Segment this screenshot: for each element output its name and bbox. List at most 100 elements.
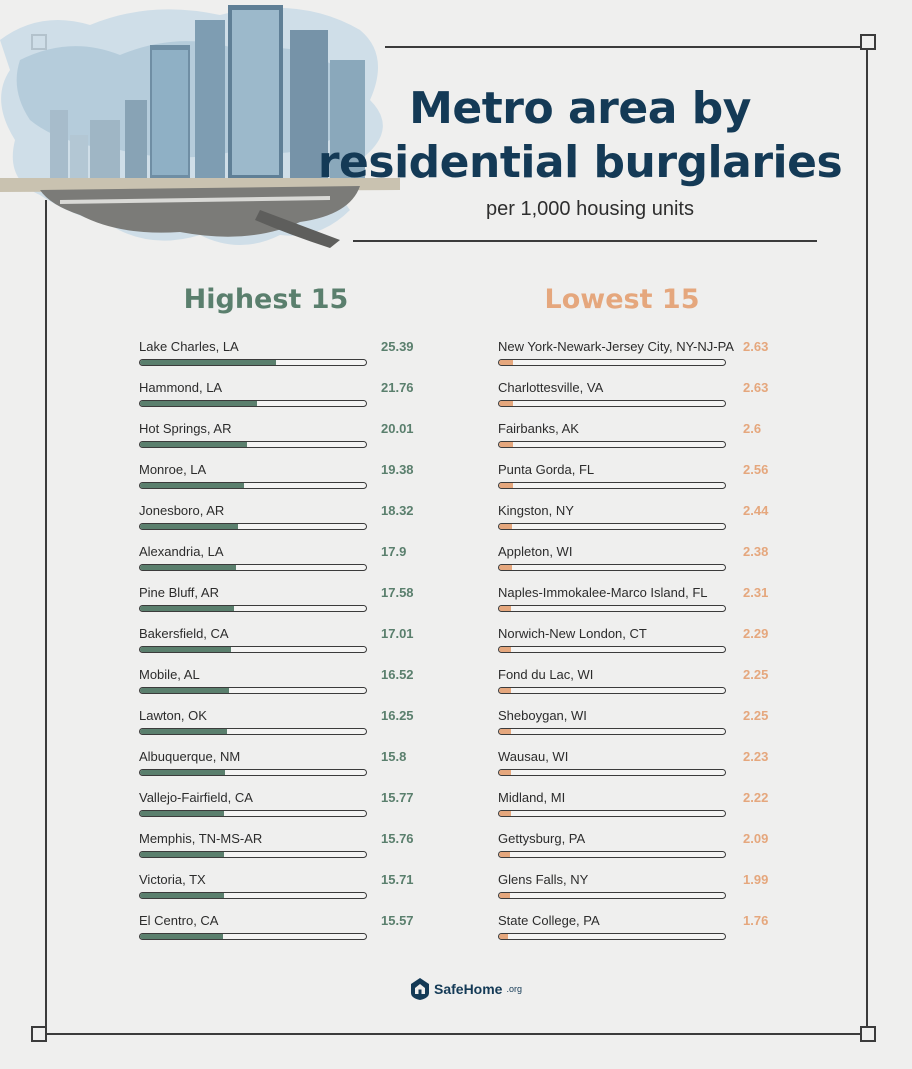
- lowest-row: Glens Falls, NY 1.99: [498, 872, 788, 912]
- lowest-value-label: 1.76: [743, 913, 769, 928]
- highest-bar-track: [139, 359, 367, 366]
- frame-corner-bottom-left: [31, 1026, 47, 1042]
- highest-value-label: 15.77: [381, 790, 414, 805]
- highest-bar-track: [139, 687, 367, 694]
- highest-bar-track: [139, 769, 367, 776]
- lowest-value-label: 2.63: [743, 380, 769, 395]
- lowest-metro-name: Punta Gorda, FL: [498, 462, 595, 477]
- highest-row: Monroe, LA 19.38: [139, 462, 429, 502]
- highest-bar: [140, 360, 277, 365]
- highest-metro-name: Alexandria, LA: [139, 544, 224, 559]
- lowest-row: Fond du Lac, WI 2.25: [498, 667, 788, 707]
- chart-title: Metro area by residential burglaries: [300, 82, 860, 190]
- lowest-bar: [499, 401, 514, 406]
- highest-row: Albuquerque, NM 15.8: [139, 749, 429, 789]
- lowest-metro-name: Norwich-New London, CT: [498, 626, 647, 641]
- logo-brand-text: SafeHome: [434, 981, 503, 997]
- highest-bar-track: [139, 605, 367, 612]
- lowest-row: Appleton, WI 2.38: [498, 544, 788, 584]
- highest-row: Mobile, AL 16.52: [139, 667, 429, 707]
- lowest-value-label: 2.6: [743, 421, 762, 436]
- highest-metro-name: Bakersfield, CA: [139, 626, 229, 641]
- lowest-metro-name: Wausau, WI: [498, 749, 569, 764]
- frame-corner-top-right: [860, 34, 876, 50]
- lowest-row: Sheboygan, WI 2.25: [498, 708, 788, 748]
- lowest-bar: [499, 606, 512, 611]
- lowest-value-label: 2.29: [743, 626, 769, 641]
- highest-row: El Centro, CA 15.57: [139, 913, 429, 953]
- lowest-column-heading: Lowest 15: [544, 284, 700, 315]
- highest-metro-name: Hammond, LA: [139, 380, 223, 395]
- highest-metro-name: Hot Springs, AR: [139, 421, 232, 436]
- highest-bar: [140, 729, 228, 734]
- highest-bar: [140, 852, 225, 857]
- lowest-bar: [499, 688, 512, 693]
- highest-metro-name: Jonesboro, AR: [139, 503, 225, 518]
- lowest-metro-name: Glens Falls, NY: [498, 872, 589, 887]
- frame-right-line: [866, 48, 868, 1026]
- highest-bar: [140, 770, 225, 775]
- lowest-metro-name: Charlottesville, VA: [498, 380, 604, 395]
- lowest-bar-track: [498, 359, 726, 366]
- lowest-bar: [499, 647, 512, 652]
- lowest-row: Naples-Immokalee-Marco Island, FL 2.31: [498, 585, 788, 625]
- lowest-bar: [499, 483, 513, 488]
- highest-bar: [140, 811, 225, 816]
- city-skyline-illustration: [0, 5, 400, 248]
- highest-metro-name: Mobile, AL: [139, 667, 200, 682]
- lowest-bar-track: [498, 523, 726, 530]
- lowest-metro-name: State College, PA: [498, 913, 600, 928]
- highest-bar: [140, 442, 248, 447]
- highest-row: Bakersfield, CA 17.01: [139, 626, 429, 666]
- highest-value-label: 17.9: [381, 544, 407, 559]
- highest-bar-track: [139, 523, 367, 530]
- lowest-bar: [499, 565, 512, 570]
- chart-subtitle: per 1,000 housing units: [486, 198, 694, 220]
- lowest-metro-name: Gettysburg, PA: [498, 831, 586, 846]
- highest-metro-name: Lake Charles, LA: [139, 339, 239, 354]
- logo-tld-text: .org: [506, 984, 522, 994]
- highest-value-label: 25.39: [381, 339, 414, 354]
- lowest-row: New York-Newark-Jersey City, NY-NJ-PA 2.6…: [498, 339, 788, 379]
- highest-metro-name: Vallejo-Fairfield, CA: [139, 790, 253, 805]
- highest-bar-track: [139, 892, 367, 899]
- lowest-value-label: 2.25: [743, 708, 769, 723]
- lowest-bar-track: [498, 728, 726, 735]
- highest-bar-track: [139, 441, 367, 448]
- lowest-metro-name: Naples-Immokalee-Marco Island, FL: [498, 585, 708, 600]
- highest-value-label: 16.52: [381, 667, 414, 682]
- lowest-metro-name: Fond du Lac, WI: [498, 667, 594, 682]
- highest-bar: [140, 606, 235, 611]
- highest-bar-track: [139, 728, 367, 735]
- highest-value-label: 18.32: [381, 503, 414, 518]
- lowest-row: Punta Gorda, FL 2.56: [498, 462, 788, 502]
- highest-row: Hot Springs, AR 20.01: [139, 421, 429, 461]
- highest-bar: [140, 893, 225, 898]
- highest-bar: [140, 934, 224, 939]
- lowest-bar: [499, 524, 513, 529]
- highest-row: Pine Bluff, AR 17.58: [139, 585, 429, 625]
- highest-row: Jonesboro, AR 18.32: [139, 503, 429, 543]
- lowest-bar: [499, 934, 509, 939]
- highest-bar: [140, 483, 244, 488]
- title-line-1: Metro area by: [409, 83, 751, 134]
- highest-bar-track: [139, 646, 367, 653]
- highest-metro-name: Albuquerque, NM: [139, 749, 241, 764]
- highest-bar: [140, 401, 257, 406]
- highest-bar-track: [139, 933, 367, 940]
- highest-metro-name: Victoria, TX: [139, 872, 206, 887]
- lowest-bar: [499, 360, 514, 365]
- title-line-2: residential burglaries: [317, 137, 843, 188]
- highest-metro-name: Monroe, LA: [139, 462, 207, 477]
- lowest-bar-track: [498, 769, 726, 776]
- highest-bar-track: [139, 810, 367, 817]
- lowest-bar-track: [498, 441, 726, 448]
- highest-value-label: 21.76: [381, 380, 414, 395]
- highest-row: Vallejo-Fairfield, CA 15.77: [139, 790, 429, 830]
- highest-metro-name: Memphis, TN-MS-AR: [139, 831, 263, 846]
- highest-row: Memphis, TN-MS-AR 15.76: [139, 831, 429, 871]
- lowest-bar-track: [498, 892, 726, 899]
- lowest-bar: [499, 729, 512, 734]
- lowest-value-label: 2.25: [743, 667, 769, 682]
- lowest-bar: [499, 852, 511, 857]
